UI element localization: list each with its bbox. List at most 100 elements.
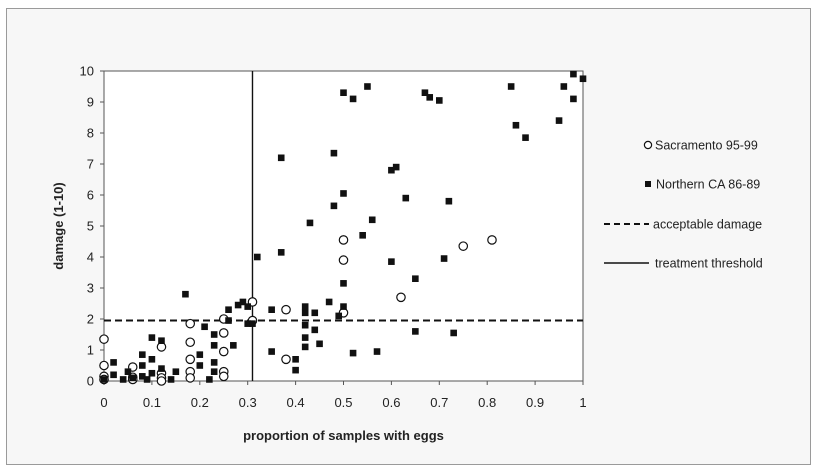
northern-ca-point xyxy=(210,368,218,375)
axis-ticks: 0 0.1 0.2 0.3 0.4 0.5 0.6 0.7 0.8 0.9 101234567891… xyxy=(80,64,587,411)
northern-ca-point xyxy=(388,258,395,265)
northern-ca-point xyxy=(301,309,309,317)
sacramento-point xyxy=(338,235,349,245)
northern-ca-point xyxy=(340,89,347,96)
sacramento-point xyxy=(218,346,229,357)
x-tick-label: 0.8 xyxy=(478,395,496,410)
northern-ca-point xyxy=(110,359,117,366)
northern-ca-point xyxy=(311,309,319,317)
northern-ca-point xyxy=(244,303,251,310)
northern-ca-point xyxy=(210,342,218,349)
northern-ca-point xyxy=(440,255,448,262)
northern-ca-point xyxy=(124,368,132,375)
northern-ca-point xyxy=(110,371,117,379)
northern-ca-point xyxy=(277,154,285,162)
legend-marker-northern-ca xyxy=(645,181,651,187)
northern-ca-point xyxy=(277,249,285,256)
y-tick-label: 7 xyxy=(87,157,94,172)
northern-ca-point xyxy=(244,320,251,327)
northern-ca-point xyxy=(196,351,204,358)
northern-ca-point xyxy=(268,348,275,355)
y-tick-label: 9 xyxy=(87,95,94,110)
scatter-chart: 0 0.1 0.2 0.3 0.4 0.5 0.6 0.7 0.8 0.9 101234567891… xyxy=(51,64,763,444)
northern-ca-point xyxy=(412,328,419,335)
sacramento-point xyxy=(218,371,229,382)
northern-ca-point xyxy=(392,163,400,171)
northern-ca-point xyxy=(139,362,146,369)
sacramento-point xyxy=(156,376,167,386)
northern-ca-point xyxy=(201,323,208,331)
northern-ca-point xyxy=(349,349,357,357)
sacramento-point xyxy=(281,354,291,365)
northern-ca-point xyxy=(436,97,443,104)
northern-ca-point xyxy=(196,362,204,369)
northern-ca-point xyxy=(306,219,314,227)
northern-ca-point xyxy=(421,89,429,96)
northern-ca-point xyxy=(340,190,347,197)
northern-ca-point xyxy=(450,329,457,337)
y-tick-label: 10 xyxy=(80,64,94,79)
northern-ca-point xyxy=(330,202,338,210)
northern-ca-point xyxy=(512,121,520,129)
northern-ca-point xyxy=(340,280,347,287)
northern-ca-point xyxy=(292,356,299,363)
northern-ca-point xyxy=(143,376,151,383)
northern-ca-point xyxy=(210,331,218,338)
y-tick-label: 4 xyxy=(87,250,94,265)
northern-ca-point xyxy=(148,356,156,363)
northern-ca-point xyxy=(234,301,242,309)
x-tick-label: 0.9 xyxy=(526,395,544,410)
northern-ca-point xyxy=(522,134,529,141)
northern-ca-point xyxy=(148,369,156,377)
sacramento-point xyxy=(99,334,109,344)
northern-ca-point xyxy=(182,290,189,298)
legend-label-northern-ca: Northern CA 86-89 xyxy=(656,178,760,192)
x-tick-label: 0.1 xyxy=(143,395,161,410)
reference-lines xyxy=(104,71,583,381)
northern-ca-point xyxy=(225,317,232,324)
northern-ca-point xyxy=(402,194,410,202)
northern-ca-point xyxy=(167,376,175,383)
northern-ca-point xyxy=(139,373,146,380)
northern-ca-point xyxy=(316,340,323,348)
plot-area xyxy=(103,70,584,382)
sacramento-point xyxy=(185,354,196,365)
northern-ca-point xyxy=(158,365,165,372)
y-axis-label: damage (1-10) xyxy=(51,182,66,269)
northern-ca-point xyxy=(507,83,515,90)
northern-ca-point xyxy=(129,374,137,382)
data-points xyxy=(99,70,587,386)
northern-ca-point xyxy=(373,348,381,355)
legend-label-sacramento: Sacramento 95-99 xyxy=(655,139,758,153)
x-tick-label: 1 xyxy=(579,395,586,410)
northern-ca-point xyxy=(268,306,275,313)
northern-ca-point xyxy=(100,376,108,383)
northern-ca-point xyxy=(206,376,213,383)
northern-ca-point xyxy=(388,166,395,174)
chart-frame: 0 0.1 0.2 0.3 0.4 0.5 0.6 0.7 0.8 0.9 1 0 1 2 3 4 5 6 7 8 9 1… xyxy=(6,8,811,465)
northern-ca-point xyxy=(301,321,309,329)
northern-ca-point xyxy=(325,298,333,306)
northern-ca-point xyxy=(359,232,366,239)
northern-ca-point xyxy=(301,343,309,351)
sacramento-point xyxy=(487,235,497,245)
northern-ca-point xyxy=(249,320,256,327)
x-tick-label: 0.6 xyxy=(382,395,400,410)
y-tick-label: 5 xyxy=(87,219,94,234)
legend: Sacramento 95-99 Northern CA 86-89 accep… xyxy=(604,139,763,271)
x-tick-label: 0 xyxy=(100,395,107,410)
northern-ca-point xyxy=(139,351,146,358)
sacramento-point xyxy=(396,292,406,303)
northern-ca-point xyxy=(301,334,309,341)
northern-ca-point xyxy=(349,95,357,103)
northern-ca-point xyxy=(330,149,338,157)
northern-ca-point xyxy=(560,83,568,90)
x-axis-label: proportion of samples with eggs xyxy=(243,428,444,443)
northern-ca-point xyxy=(368,216,376,224)
northern-ca-point xyxy=(555,117,563,124)
northern-ca-point xyxy=(579,75,587,83)
x-tick-label: 0.3 xyxy=(239,395,257,410)
northern-ca-point xyxy=(445,197,453,205)
y-tick-label: 8 xyxy=(87,126,94,141)
northern-ca-point xyxy=(158,337,165,344)
